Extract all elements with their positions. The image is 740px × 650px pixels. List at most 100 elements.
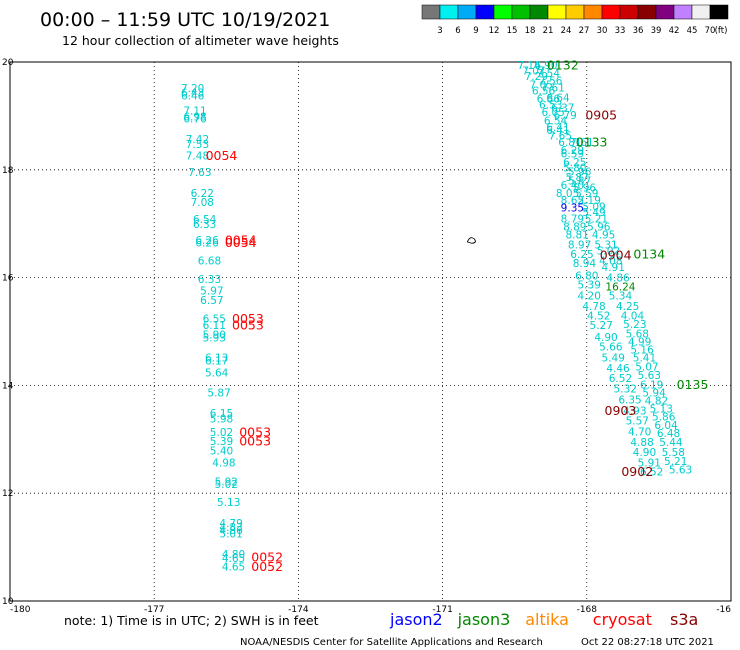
swh-value: 6.25 bbox=[570, 249, 593, 261]
mission-jason2: jason2 bbox=[389, 610, 443, 629]
swh-value: 6.54 bbox=[193, 214, 217, 226]
gridlines bbox=[10, 62, 731, 601]
swh-value: 6.11 bbox=[203, 320, 226, 332]
pass-time: 0132 bbox=[547, 57, 579, 72]
swh-value: 4.52 bbox=[587, 310, 610, 322]
swh-value: 7.14 bbox=[517, 60, 541, 72]
swh-value: 5.87 bbox=[565, 172, 588, 184]
colorbar-label: 33 bbox=[615, 26, 626, 36]
swh-value: 6.90 bbox=[534, 60, 557, 72]
swh-value: 7.61 bbox=[570, 137, 593, 149]
swh-value: 4.99 bbox=[628, 336, 651, 348]
swh-value: 5.19 bbox=[578, 195, 601, 207]
pass-time: 0134 bbox=[633, 246, 665, 261]
swh-value: 5.96 bbox=[568, 166, 592, 178]
swh-value: 6.46 bbox=[181, 90, 205, 102]
swh-value: 7.07 bbox=[522, 66, 545, 78]
swh-value: 5.97 bbox=[200, 286, 223, 298]
colorbar-swatch bbox=[547, 4, 567, 20]
pass-time: 0902 bbox=[621, 464, 653, 479]
swh-value: 5.87 bbox=[568, 176, 591, 188]
swh-value: 9.35 bbox=[561, 203, 584, 215]
colorbar-swatch bbox=[421, 4, 441, 20]
swh-value: 8.81 bbox=[565, 230, 588, 242]
pass-time: 0133 bbox=[576, 134, 608, 149]
colorbar-swatch bbox=[655, 4, 675, 20]
swh-value: 5.44 bbox=[659, 437, 683, 449]
colorbar-label: 45 bbox=[687, 26, 698, 36]
swh-value: 6.22 bbox=[191, 188, 214, 200]
swh-value: 5.39 bbox=[210, 436, 233, 448]
swh-value: 4.04 bbox=[621, 310, 645, 322]
swh-value: 5.63 bbox=[669, 465, 692, 477]
y-tick-label: 10 bbox=[2, 597, 14, 607]
swh-value: 5.49 bbox=[602, 352, 625, 364]
pass-time: 0053 bbox=[232, 311, 264, 326]
swh-value: 5.86 bbox=[652, 412, 676, 424]
colorbar-label: 3 bbox=[437, 26, 442, 36]
swh-value: 4.79 bbox=[219, 518, 242, 530]
colorbar-label: 36 bbox=[633, 26, 644, 36]
swh-value: 4.65 bbox=[222, 562, 245, 574]
swh-value: 6.59 bbox=[561, 149, 584, 161]
footer-credit: NOAA/NESDIS Center for Satellite Applica… bbox=[240, 637, 543, 648]
pass-time: 0904 bbox=[600, 248, 632, 263]
swh-value: 8.79 bbox=[561, 213, 584, 225]
swh-value: 5.13 bbox=[217, 497, 240, 509]
swh-value: 6.35 bbox=[618, 394, 641, 406]
pass-time: 0905 bbox=[585, 107, 617, 122]
x-tick-label: -16 bbox=[716, 605, 731, 615]
swh-value: 5.49 bbox=[582, 207, 605, 219]
swh-value: 5.27 bbox=[590, 320, 613, 332]
colorbar-swatch bbox=[457, 4, 477, 20]
colorbar-label: 18 bbox=[525, 26, 536, 36]
colorbar-label: 15 bbox=[507, 26, 518, 36]
swh-value: 5.93 bbox=[203, 333, 226, 345]
swh-value: 4.78 bbox=[582, 301, 605, 313]
swh-value: 5.68 bbox=[626, 329, 649, 341]
swh-value: 5.07 bbox=[635, 362, 658, 374]
pass-time: 0054 bbox=[225, 232, 257, 247]
swh-value: 4.95 bbox=[592, 230, 615, 242]
footer-note: note: 1) Time is in UTC; 2) SWH is in fe… bbox=[64, 613, 319, 628]
pass-time: 0053 bbox=[239, 433, 271, 448]
swh-value: 4.20 bbox=[578, 290, 601, 302]
swh-color-legend: 3 6 9 12 15 18 21 24 27 30 33 36 39 42 45 70 (ft) bbox=[421, 4, 729, 36]
swh-value: 6.79 bbox=[553, 110, 576, 122]
colorbar-label: 70 bbox=[705, 26, 716, 36]
swh-value: 7.65 bbox=[549, 130, 572, 142]
swh-value: 5.31 bbox=[594, 239, 617, 251]
swh-value: 5.96 bbox=[587, 221, 611, 233]
plot-area: -180 -177 -174 -171 -168 -16 10 12 14 16 18 20 7.2… bbox=[2, 57, 732, 615]
swh-value: 6.17 bbox=[205, 356, 228, 368]
swh-value: 5.63 bbox=[638, 370, 661, 382]
swh-value: 6.57 bbox=[200, 295, 223, 307]
swh-value: 4.25 bbox=[616, 301, 639, 313]
swh-value: 6.04 bbox=[654, 420, 678, 432]
swh-value: 6.52 bbox=[609, 373, 632, 385]
swh-value: 6.37 bbox=[551, 102, 574, 114]
pass-time: 0135 bbox=[677, 377, 709, 392]
swh-value: 5.21 bbox=[664, 456, 687, 468]
swh-value: 6.76 bbox=[183, 114, 207, 126]
y-tick-label: 16 bbox=[2, 274, 14, 284]
swh-value: 6.33 bbox=[193, 219, 216, 231]
swh-value: 7.56 bbox=[539, 75, 563, 87]
swh-value: 5.32 bbox=[614, 384, 637, 396]
swh-value: 8.05 bbox=[556, 188, 579, 200]
swh-value: 7.11 bbox=[183, 106, 206, 118]
swh-value: 6.15 bbox=[210, 408, 233, 420]
colorbar-swatch bbox=[529, 4, 549, 20]
swh-value: 16.24 bbox=[605, 281, 635, 293]
pass-time: 0054 bbox=[225, 235, 257, 250]
swh-value: 4.90 bbox=[633, 447, 656, 459]
island-shape bbox=[466, 237, 476, 244]
swh-value: 6.52 bbox=[640, 467, 663, 479]
swh-value: 7.29 bbox=[525, 71, 548, 83]
chart-subtitle: 12 hour collection of altimeter wave hei… bbox=[62, 33, 339, 48]
pass-time-labels: 0054005400540053005300530053005200520132… bbox=[206, 57, 709, 574]
swh-value: 7.63 bbox=[188, 167, 211, 179]
swh-value: 5.01 bbox=[219, 529, 242, 541]
colorbar-label: 21 bbox=[543, 26, 554, 36]
